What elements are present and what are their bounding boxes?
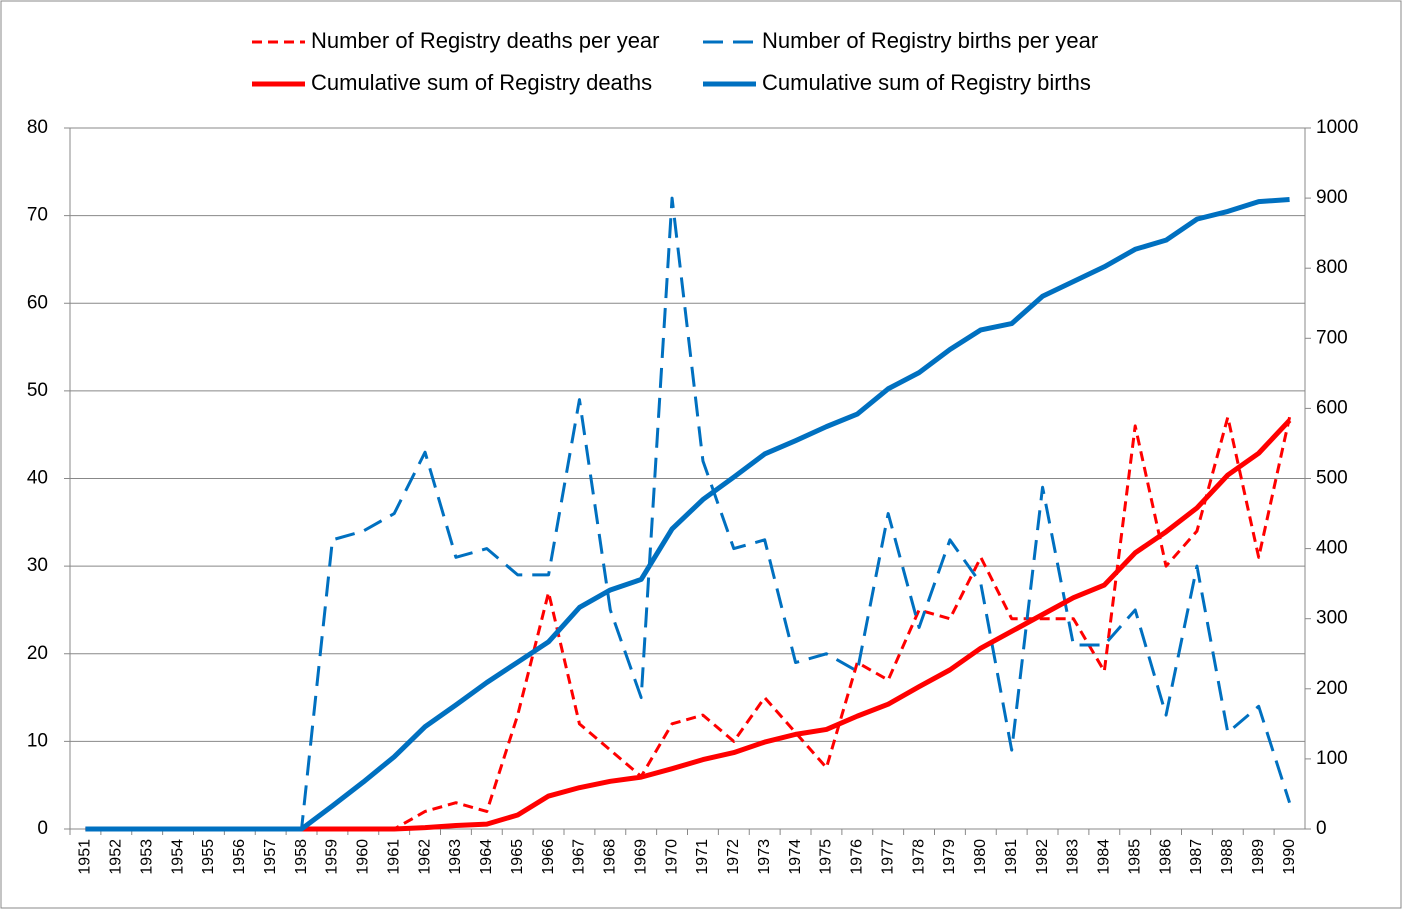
- x-tick-label: 1989: [1250, 839, 1267, 875]
- x-tick-label: 1974: [787, 839, 804, 875]
- x-tick-label: 1951: [77, 839, 94, 875]
- x-tick-label: 1976: [849, 839, 866, 875]
- y-tick-label: 60: [27, 292, 48, 313]
- y2-tick-label: 800: [1316, 257, 1348, 278]
- y-tick-label: 10: [27, 730, 48, 751]
- x-tick-label: 1967: [571, 839, 588, 875]
- x-tick-label: 1960: [355, 839, 372, 875]
- y2-tick-label: 700: [1316, 327, 1348, 348]
- y2-tick-label: 100: [1316, 748, 1348, 769]
- x-tick-label: 1965: [509, 839, 526, 875]
- y-tick-label: 80: [27, 117, 48, 138]
- x-tick-label: 1957: [262, 839, 279, 875]
- x-tick-label: 1972: [725, 839, 742, 875]
- x-tick-label: 1953: [138, 839, 155, 875]
- y2-tick-label: 300: [1316, 608, 1348, 629]
- x-tick-label: 1979: [941, 839, 958, 875]
- x-tick-label: 1978: [910, 839, 927, 875]
- x-tick-label: 1954: [169, 839, 186, 875]
- x-tick-label: 1970: [663, 839, 680, 875]
- y-tick-label: 70: [27, 205, 48, 226]
- x-tick-label: 1983: [1065, 839, 1082, 875]
- x-tick-label: 1990: [1281, 839, 1298, 875]
- x-tick-label: 1985: [1126, 839, 1143, 875]
- x-tick-label: 1959: [324, 839, 341, 875]
- x-tick-label: 1966: [540, 839, 557, 875]
- x-tick-label: 1980: [972, 839, 989, 875]
- legend-label: Cumulative sum of Registry deaths: [311, 70, 652, 95]
- legend-label: Cumulative sum of Registry births: [762, 70, 1091, 95]
- x-tick-label: 1986: [1157, 839, 1174, 875]
- legend-label: Number of Registry deaths per year: [311, 28, 660, 53]
- x-tick-label: 1969: [632, 839, 649, 875]
- x-tick-label: 1963: [447, 839, 464, 875]
- x-tick-label: 1964: [478, 839, 495, 875]
- y-tick-label: 0: [37, 818, 48, 839]
- y2-tick-label: 900: [1316, 187, 1348, 208]
- x-tick-label: 1988: [1219, 839, 1236, 875]
- y2-tick-label: 400: [1316, 538, 1348, 559]
- x-tick-label: 1962: [416, 839, 433, 875]
- x-tick-label: 1952: [108, 839, 125, 875]
- x-tick-label: 1984: [1096, 839, 1113, 875]
- y2-tick-label: 600: [1316, 397, 1348, 418]
- y-tick-label: 20: [27, 643, 48, 664]
- x-tick-label: 1961: [385, 839, 402, 875]
- y-tick-label: 50: [27, 380, 48, 401]
- x-tick-label: 1956: [231, 839, 248, 875]
- y-tick-label: 40: [27, 468, 48, 489]
- y2-tick-label: 500: [1316, 468, 1348, 489]
- x-tick-label: 1981: [1003, 839, 1020, 875]
- x-tick-label: 1987: [1188, 839, 1205, 875]
- x-tick-label: 1958: [293, 839, 310, 875]
- y-tick-label: 30: [27, 555, 48, 576]
- x-tick-label: 1977: [879, 839, 896, 875]
- series-line: [85, 197, 1290, 832]
- y2-tick-label: 0: [1316, 818, 1327, 839]
- x-tick-label: 1968: [602, 839, 619, 875]
- x-tick-label: 1973: [756, 839, 773, 875]
- x-tick-label: 1975: [818, 839, 835, 875]
- series-line: [85, 196, 1291, 831]
- legend-label: Number of Registry births per year: [762, 28, 1098, 53]
- y2-tick-label: 1000: [1316, 117, 1358, 138]
- x-tick-label: 1955: [200, 839, 217, 875]
- x-tick-label: 1982: [1034, 839, 1051, 875]
- y2-tick-label: 200: [1316, 678, 1348, 699]
- x-tick-label: 1971: [694, 839, 711, 875]
